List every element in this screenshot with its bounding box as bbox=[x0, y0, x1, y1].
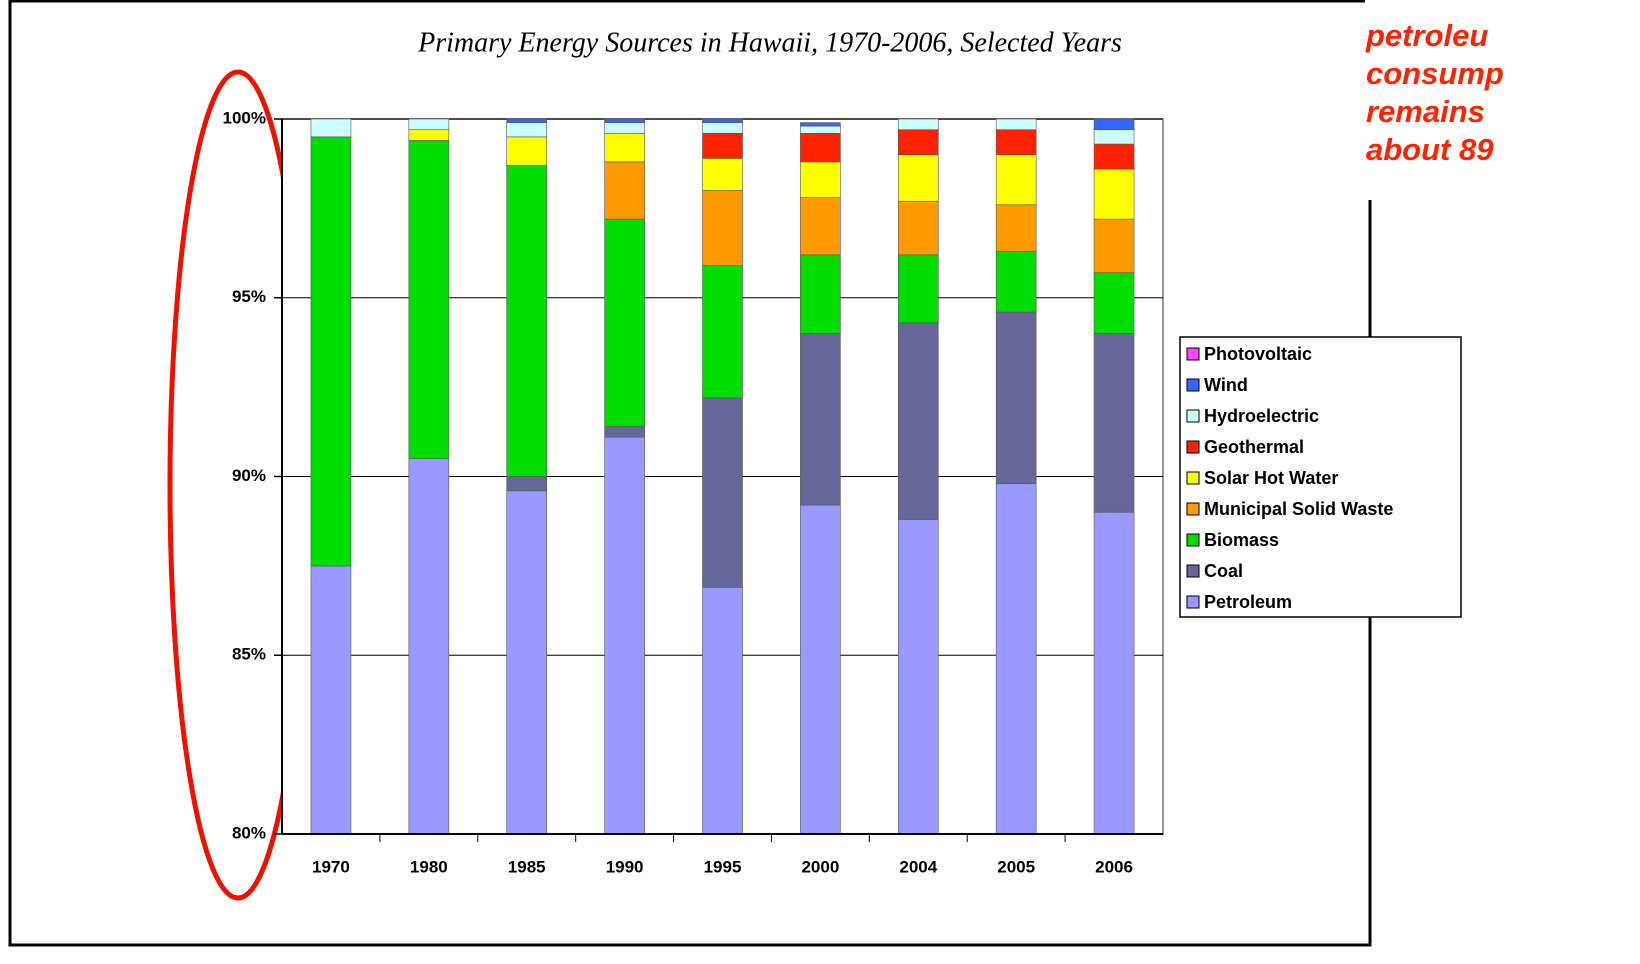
bar-segment bbox=[897, 200, 939, 256]
bar-segment bbox=[506, 476, 548, 492]
bar-segment bbox=[408, 118, 450, 131]
bar-segment bbox=[897, 118, 939, 131]
legend-swatch bbox=[1186, 347, 1200, 361]
legend-swatch bbox=[1186, 502, 1200, 516]
bar-segment bbox=[604, 426, 645, 438]
bar-segment bbox=[995, 129, 1037, 156]
legend-box bbox=[1179, 336, 1462, 618]
annotation: petroleu bbox=[1365, 18, 1488, 53]
x-tick-label: 1970 bbox=[312, 857, 350, 876]
legend-label: Petroleum bbox=[1204, 592, 1292, 612]
bar-segment bbox=[702, 158, 743, 191]
legend-swatch bbox=[1186, 378, 1200, 392]
bar-segment bbox=[995, 311, 1037, 484]
bar-segment bbox=[506, 118, 548, 123]
bar-segment bbox=[800, 161, 841, 198]
x-tick-label: 1995 bbox=[704, 857, 742, 876]
legend-label: Biomass bbox=[1204, 530, 1279, 550]
bar-segment bbox=[1093, 143, 1135, 170]
legend-label: Geothermal bbox=[1204, 437, 1304, 457]
bar-segment bbox=[604, 436, 645, 835]
bar-segment bbox=[702, 587, 743, 835]
bar-segment bbox=[702, 122, 743, 134]
y-tick-label: 90% bbox=[232, 466, 266, 485]
bar-segment bbox=[408, 458, 450, 835]
x-tick-label: 2005 bbox=[997, 857, 1035, 876]
bar-segment bbox=[506, 490, 548, 835]
bar-segment bbox=[897, 254, 939, 324]
bar-segment bbox=[702, 133, 743, 159]
bar-segment bbox=[604, 133, 645, 163]
bar-segment bbox=[408, 129, 450, 141]
x-tick-label: 1990 bbox=[606, 857, 644, 876]
x-tick-label: 2000 bbox=[801, 857, 839, 876]
bar-segment bbox=[897, 154, 939, 202]
bar-segment bbox=[995, 118, 1037, 131]
bar-segment bbox=[800, 197, 841, 256]
legend-label: Municipal Solid Waste bbox=[1204, 499, 1393, 519]
legend-label: Hydroelectric bbox=[1204, 406, 1319, 426]
bar-segment bbox=[1093, 272, 1135, 334]
bar-segment bbox=[995, 154, 1037, 206]
bar-segment bbox=[604, 218, 645, 427]
bar-segment bbox=[800, 122, 841, 127]
x-tick-label: 1985 bbox=[508, 857, 546, 876]
bar-segment bbox=[604, 161, 645, 220]
annotation: about 89 bbox=[1366, 132, 1494, 167]
bar-segment bbox=[506, 122, 548, 138]
bar-segment bbox=[800, 125, 841, 134]
bar-segment bbox=[800, 504, 841, 835]
bar-segment bbox=[995, 483, 1037, 835]
legend-swatch bbox=[1186, 471, 1200, 485]
legend-label: Photovoltaic bbox=[1204, 344, 1312, 364]
bar-segment bbox=[408, 140, 450, 459]
chart-title: Primary Energy Sources in Hawaii, 1970-2… bbox=[417, 27, 1122, 58]
bar-segment bbox=[310, 565, 352, 835]
bar-segment bbox=[310, 118, 352, 138]
bar-segment bbox=[800, 254, 841, 334]
legend-swatch bbox=[1186, 440, 1200, 454]
legend-swatch bbox=[1186, 533, 1200, 547]
legend-label: Coal bbox=[1204, 561, 1243, 581]
bar-segment bbox=[604, 122, 645, 134]
bar-segment bbox=[1093, 118, 1135, 131]
bar-segment bbox=[604, 118, 645, 123]
legend-swatch bbox=[1186, 595, 1200, 609]
y-tick-label: 95% bbox=[232, 287, 266, 306]
annotation: remains bbox=[1366, 94, 1485, 129]
bar-segment bbox=[1093, 218, 1135, 274]
legend-swatch bbox=[1186, 564, 1200, 578]
bar-segment bbox=[702, 118, 743, 123]
bar-segment bbox=[995, 250, 1037, 313]
bar-segment bbox=[897, 129, 939, 156]
x-tick-label: 2004 bbox=[899, 857, 937, 876]
annotation-bg bbox=[1365, 0, 1640, 200]
bar-segment bbox=[702, 190, 743, 266]
legend-swatch bbox=[1186, 409, 1200, 423]
bar-segment bbox=[897, 519, 939, 835]
bar-segment bbox=[897, 322, 939, 520]
y-tick-label: 80% bbox=[232, 823, 266, 842]
y-tick-label: 100% bbox=[223, 108, 266, 127]
x-tick-label: 2006 bbox=[1095, 857, 1133, 876]
bar-segment bbox=[702, 265, 743, 399]
x-tick-label: 1980 bbox=[410, 857, 448, 876]
legend-label: Wind bbox=[1204, 375, 1248, 395]
bar-segment bbox=[800, 133, 841, 163]
bar-segment bbox=[702, 397, 743, 588]
legend-label: Solar Hot Water bbox=[1204, 468, 1338, 488]
bar-segment bbox=[1093, 511, 1135, 835]
bar-segment bbox=[995, 204, 1037, 252]
bar-segment bbox=[800, 333, 841, 506]
bar-segment bbox=[1093, 168, 1135, 220]
annotation: consump bbox=[1366, 56, 1504, 91]
bar-segment bbox=[506, 136, 548, 166]
y-tick-label: 85% bbox=[232, 645, 266, 664]
bar-segment bbox=[310, 136, 352, 567]
bar-segment bbox=[506, 165, 548, 477]
bar-segment bbox=[1093, 129, 1135, 145]
bar-segment bbox=[1093, 333, 1135, 513]
